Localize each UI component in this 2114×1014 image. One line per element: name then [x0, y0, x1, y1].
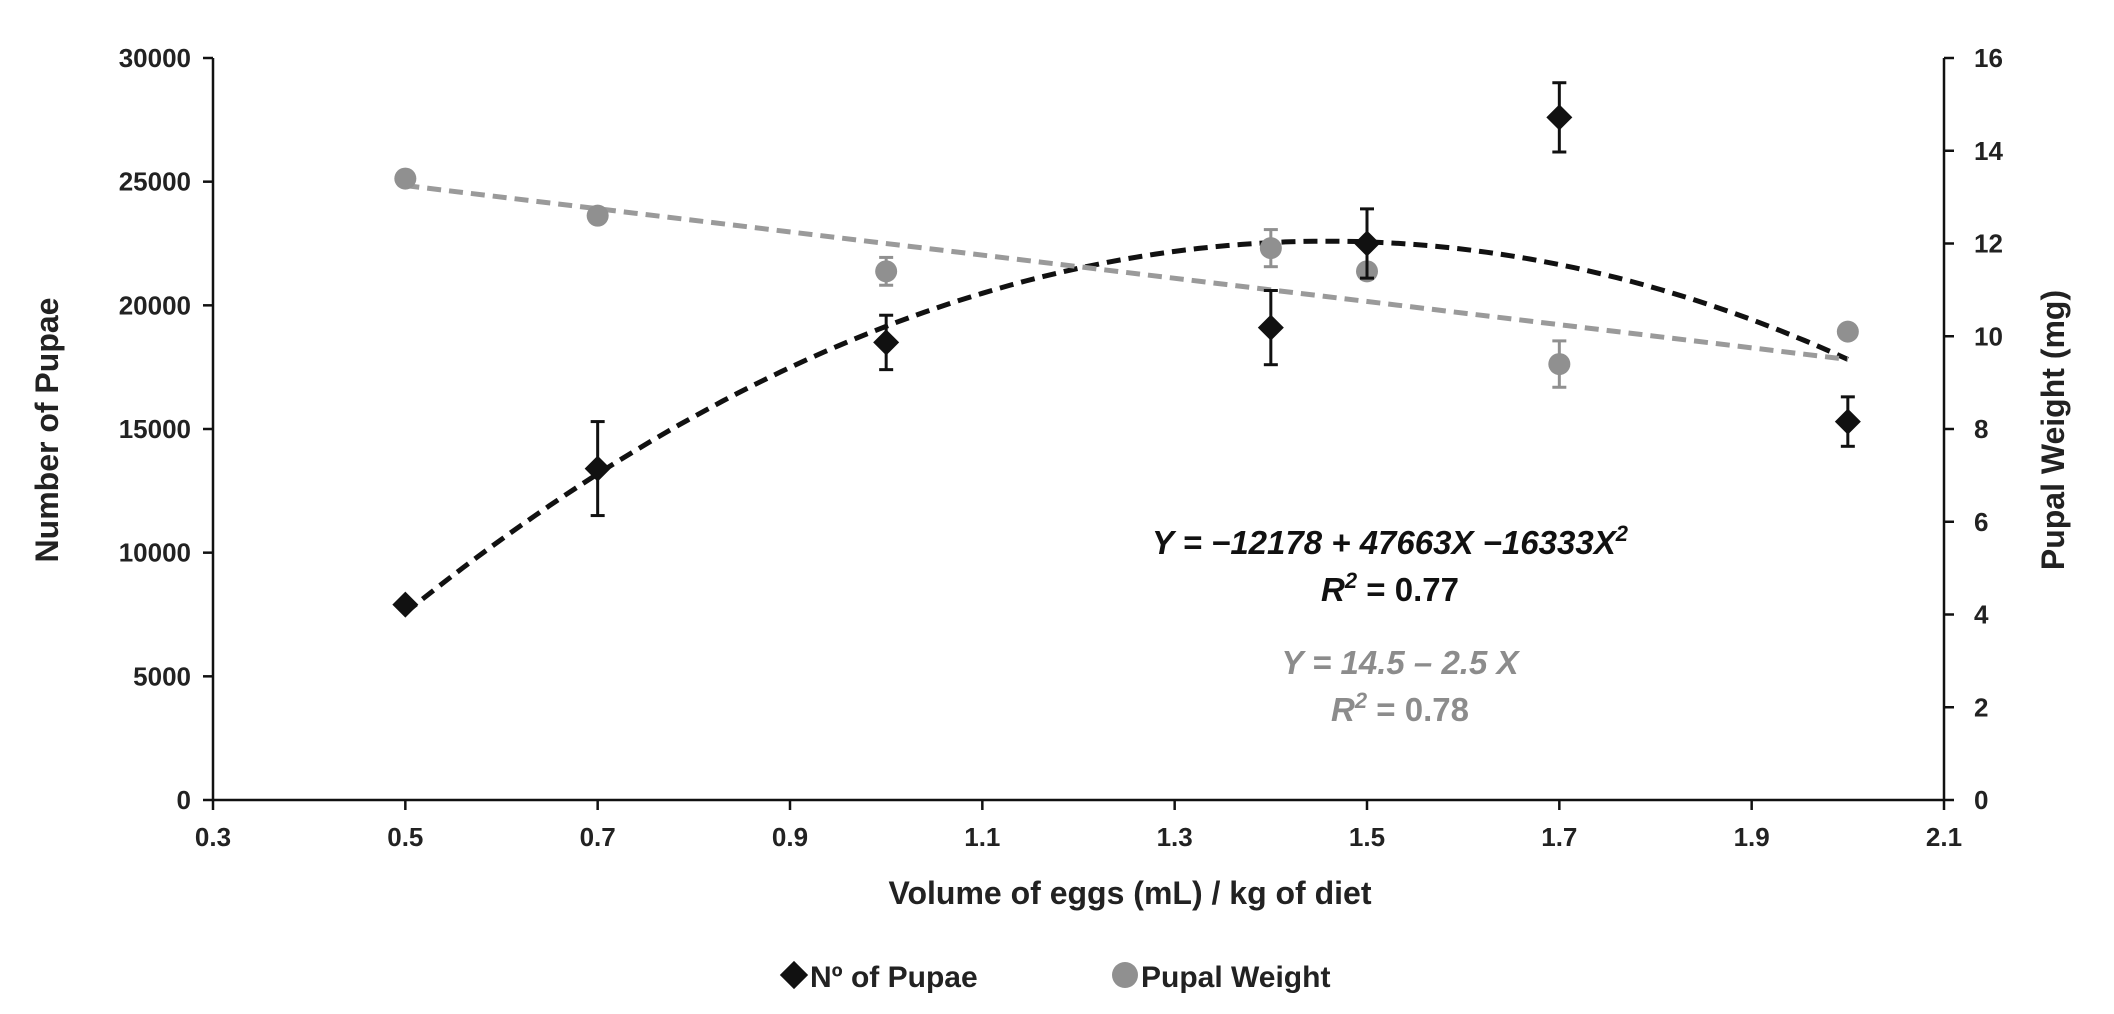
- right-y-tick-label: 8: [1974, 414, 1988, 444]
- pupae-point: [1546, 104, 1573, 131]
- tick-labels: 0.3 0.5 0.7 0.9 1.1 1.3 1.5 1.7 1.9 2.1 0 5000 10000…: [119, 43, 2004, 852]
- left-y-tick-label: 25000: [119, 167, 191, 197]
- x-tick-label: 1.7: [1541, 822, 1577, 852]
- linear-equation: Y = 14.5 – 2.5 X: [1282, 644, 1521, 681]
- x-axis-title: Volume of eggs (mL) / kg of diet: [889, 875, 1372, 911]
- r2-2-exponent: 2: [1354, 688, 1368, 713]
- x-tick-label: 0.3: [195, 822, 231, 852]
- pupae-point: [1834, 408, 1861, 435]
- x-tick-label: 0.9: [772, 822, 808, 852]
- legend-marker-pupae: [779, 960, 809, 990]
- left-y-tick-label: 15000: [119, 414, 191, 444]
- weight-point: [394, 167, 417, 190]
- linear-r-squared: R2 = 0.78: [1331, 688, 1469, 728]
- fit-lines: [403, 183, 1849, 615]
- r2-2-r: R: [1331, 691, 1355, 728]
- legend-marker-weight: [1112, 962, 1138, 988]
- x-tick-label: 0.7: [580, 822, 616, 852]
- pupae-point: [392, 591, 419, 618]
- pupae-point: [584, 455, 611, 482]
- eq1-prefix: Y =: [1152, 524, 1211, 561]
- r2-1-value: = 0.77: [1357, 571, 1459, 608]
- linear-fit-line: [405, 183, 1849, 362]
- eq2-text: Y = 14.5 – 2.5 X: [1282, 644, 1521, 681]
- right-y-tick-label: 2: [1974, 692, 1988, 722]
- r2-1-r: R: [1321, 571, 1345, 608]
- legend: Nº of Pupae Pupal Weight: [779, 960, 1330, 994]
- right-y-tick-label: 6: [1974, 507, 1988, 537]
- r2-1-exponent: 2: [1344, 568, 1358, 593]
- weight-point: [586, 204, 609, 227]
- x-tick-label: 1.1: [964, 822, 1000, 852]
- quadratic-fit-line: [403, 238, 1849, 615]
- quadratic-r-squared: R2 = 0.77: [1321, 568, 1459, 608]
- left-y-tick-label: 10000: [119, 538, 191, 568]
- r2-2-value: = 0.78: [1367, 691, 1469, 728]
- right-y-tick-label: 4: [1974, 600, 1989, 630]
- right-y-tick-label: 10: [1974, 321, 2003, 351]
- x-tick-label: 1.9: [1734, 822, 1770, 852]
- left-y-tick-label: 0: [177, 785, 191, 815]
- weight-point: [1548, 353, 1571, 376]
- quadratic-equation: Y = −12178 + 47663X −16333X2: [1152, 521, 1629, 561]
- right-y-tick-label: 12: [1974, 229, 2003, 259]
- pupae-point: [1257, 314, 1284, 341]
- weight-point: [875, 260, 898, 283]
- eq1-exponent: 2: [1615, 521, 1629, 546]
- right-y-tick-label: 14: [1974, 136, 2003, 166]
- left-y-tick-label: 30000: [119, 43, 191, 73]
- legend-label-weight: Pupal Weight: [1141, 961, 1330, 994]
- x-tick-label: 0.5: [387, 822, 423, 852]
- left-y-tick-label: 5000: [133, 661, 191, 691]
- pupae-point: [1354, 230, 1380, 257]
- left-y-axis-title: Number of Pupae: [29, 298, 65, 563]
- x-tick-label: 1.3: [1157, 822, 1193, 852]
- axes: [203, 56, 1954, 810]
- right-y-tick-label: 0: [1974, 785, 1988, 815]
- x-tick-label: 2.1: [1926, 822, 1962, 852]
- right-y-tick-label: 16: [1974, 43, 2003, 73]
- left-y-tick-label: 20000: [119, 290, 191, 320]
- x-tick-label: 1.5: [1349, 822, 1385, 852]
- pupae-point: [873, 329, 900, 356]
- legend-label-pupae: Nº of Pupae: [810, 961, 978, 994]
- weight-point: [1836, 320, 1859, 343]
- right-y-axis-title: Pupal Weight (mg): [2035, 290, 2071, 570]
- data-marks: [392, 81, 1861, 618]
- weight-point: [1259, 237, 1282, 260]
- eq1-body: −12178 + 47663X −16333X: [1211, 524, 1618, 561]
